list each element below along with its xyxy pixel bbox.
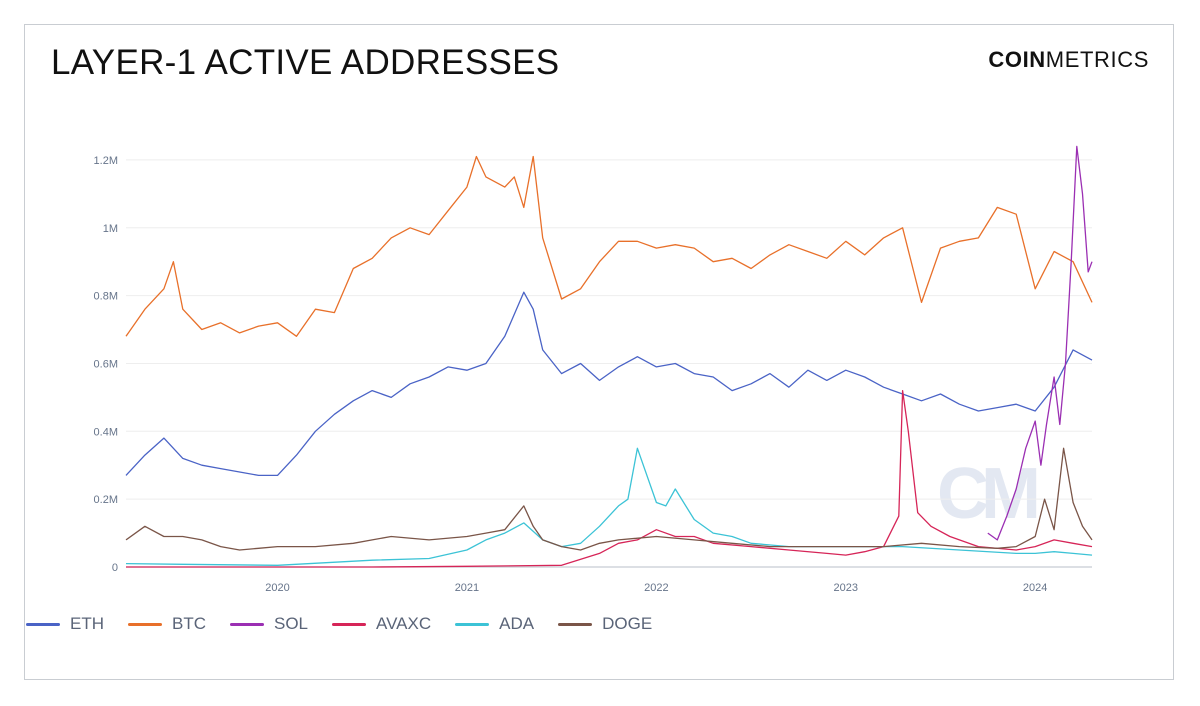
x-axis-ticks: 2020 2021 2022 2023 2024 <box>265 582 1047 594</box>
page-title: LAYER-1 ACTIVE ADDRESSES <box>51 43 560 82</box>
y-tick-label: 1M <box>103 223 118 235</box>
legend-label: ADA <box>499 614 535 633</box>
y-tick-label: 0.6M <box>94 358 118 370</box>
legend-item-avaxc[interactable]: AVAXC <box>332 614 431 634</box>
logo-bold-text: COIN <box>988 47 1046 72</box>
logo-light-text: METRICS <box>1045 47 1149 72</box>
legend-item-ada[interactable]: ADA <box>455 614 534 634</box>
x-tick-label: 2020 <box>265 582 289 594</box>
y-tick-label: 1.2M <box>94 155 118 167</box>
series-line-doge <box>125 447 1093 551</box>
legend-label: AVAXC <box>376 614 432 633</box>
series-lines <box>125 145 1093 568</box>
legend-item-btc[interactable]: BTC <box>128 614 206 634</box>
legend-swatch <box>558 622 593 626</box>
legend-label: ETH <box>70 614 104 633</box>
series-line-ada <box>125 447 1093 566</box>
legend-item-sol[interactable]: SOL <box>230 614 308 634</box>
series-line-btc <box>125 155 1093 337</box>
legend-swatch <box>128 622 162 626</box>
y-tick-label: 0.2M <box>94 494 118 506</box>
x-tick-label: 2023 <box>834 582 858 594</box>
series-line-sol <box>987 145 1093 541</box>
coinmetrics-logo: COINMETRICS <box>988 47 1149 73</box>
legend-swatch <box>455 622 490 626</box>
x-tick-label: 2024 <box>1023 582 1047 594</box>
chart-legend: ETH BTC SOL AVAXC ADA DOGE <box>26 614 652 634</box>
legend-swatch <box>230 622 264 626</box>
legend-item-doge[interactable]: DOGE <box>558 614 652 634</box>
y-axis-ticks: 0 0.2M 0.4M 0.6M 0.8M 1M 1.2M <box>94 155 118 574</box>
chart-frame: LAYER-1 ACTIVE ADDRESSES COINMETRICS CM <box>24 24 1174 680</box>
legend-label: SOL <box>274 614 309 633</box>
y-tick-label: 0.8M <box>94 291 118 303</box>
series-line-eth <box>125 291 1093 477</box>
x-tick-label: 2022 <box>644 582 668 594</box>
x-tick-label: 2021 <box>455 582 479 594</box>
legend-label: BTC <box>172 614 206 633</box>
legend-item-eth[interactable]: ETH <box>26 614 104 634</box>
legend-swatch <box>26 622 60 626</box>
series-line-avaxc <box>126 389 1093 568</box>
legend-swatch <box>332 622 367 626</box>
y-tick-label: 0.4M <box>94 426 118 438</box>
cm-watermark: CM <box>937 454 1041 534</box>
legend-label: DOGE <box>602 614 653 633</box>
grid-lines <box>126 159 1092 568</box>
y-tick-label: 0 <box>112 562 118 574</box>
